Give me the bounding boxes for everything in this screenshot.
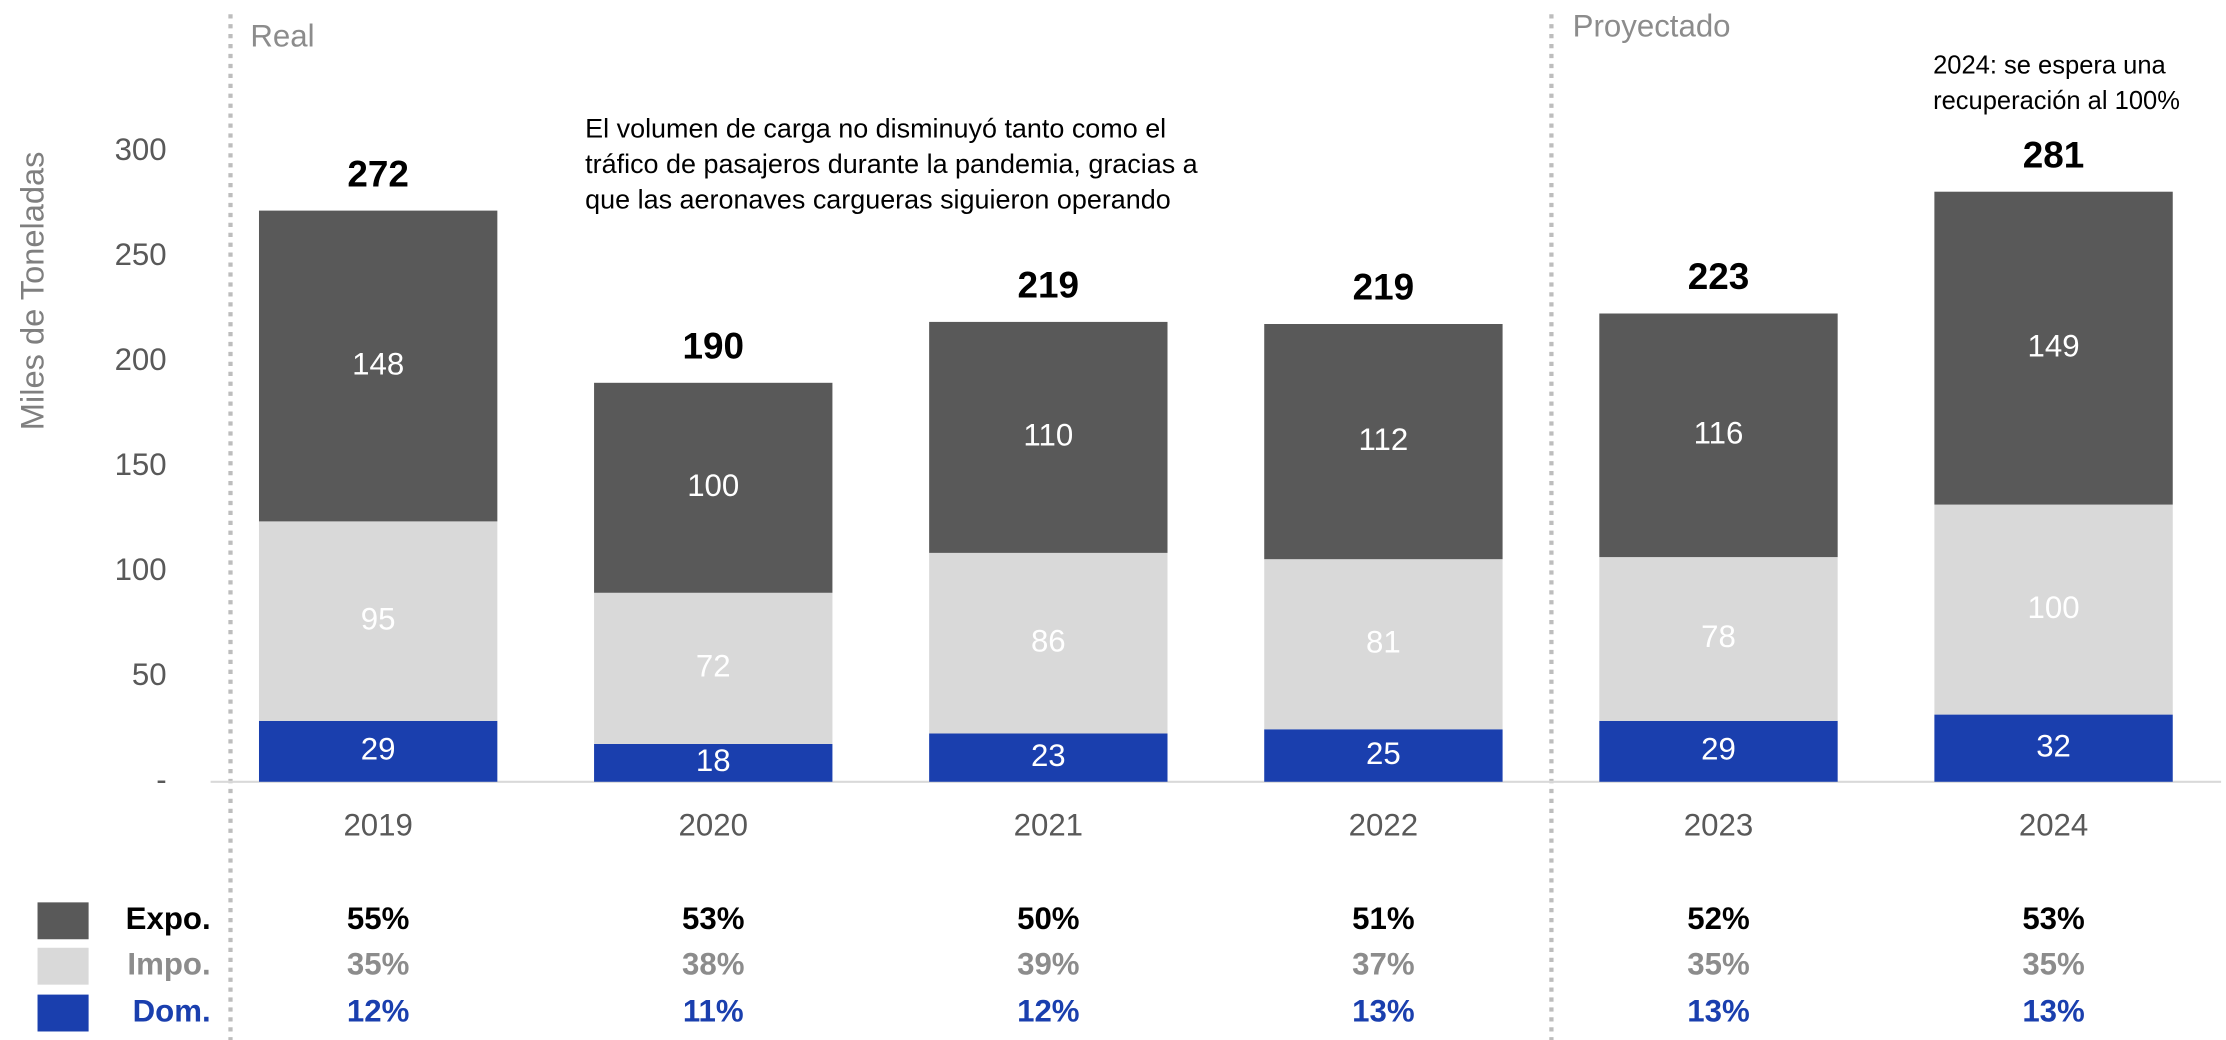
share-label: 11% [683,993,744,1028]
annotation: que las aeronaves cargueras siguieron op… [585,185,1171,215]
bar-segment [594,382,833,593]
share-label: 38% [682,946,744,981]
share-label: 53% [2022,901,2084,936]
bar-segment [929,733,1168,782]
annotation: recuperación al 100% [1933,87,2180,115]
x-tick-label: 2021 [1014,807,1083,842]
annotation: El volumen de carga no disminuyó tanto c… [585,114,1166,144]
value-label: 100 [2028,590,2080,625]
value-label: 29 [361,732,396,767]
bar-segment [1934,191,2173,505]
value-label: 72 [696,649,731,684]
bar-segment [594,743,833,782]
value-label: 110 [1023,418,1073,453]
value-label: 32 [2036,728,2071,763]
annotation: Proyectado [1573,9,1731,44]
value-label: 86 [1031,623,1066,658]
x-tick-label: 2022 [1349,807,1418,842]
share-label: 50% [1017,901,1079,936]
y-tick-label: 200 [115,342,167,377]
value-label: 116 [1694,416,1744,451]
x-tick-label: 2023 [1684,807,1753,842]
legend-swatch [37,947,89,985]
legend-label: Impo. [127,946,210,981]
share-label: 13% [1687,993,1749,1028]
share-label: 35% [347,946,409,981]
share-label: 13% [1352,993,1414,1028]
share-label: 53% [682,901,744,936]
total-label: 223 [1688,256,1750,297]
share-label: 12% [347,993,409,1028]
annotation: Real [250,19,314,54]
value-label: 78 [1701,619,1736,654]
value-label: 148 [352,346,404,381]
x-tick-label: 2020 [679,807,748,842]
annotation: tráfico de pasajeros durante la pandemia… [585,149,1197,179]
value-label: 100 [687,468,739,503]
value-label: 25 [1366,736,1401,771]
y-tick-label: 100 [115,552,167,587]
value-label: 81 [1366,624,1401,659]
y-tick-label: 150 [115,447,167,482]
bar-segment [1934,504,2173,715]
y-tick-label: 250 [115,237,167,272]
share-label: 35% [1687,946,1749,981]
bar-segment [1264,729,1503,782]
share-label: 52% [1687,901,1749,936]
legend-label: Expo. [126,901,211,936]
bar-segment [1264,324,1503,560]
y-tick-label: 50 [132,657,167,692]
bar-segment [1934,714,2173,782]
bar-segment [594,592,833,744]
share-label: 35% [2022,946,2084,981]
share-label: 12% [1017,993,1079,1028]
share-label: 37% [1352,946,1414,981]
bar-segment [929,552,1168,734]
total-label: 219 [1353,267,1415,308]
share-label: 55% [347,901,409,936]
legend-swatch [37,902,89,940]
total-label: 219 [1018,265,1080,306]
share-label: 39% [1017,946,1079,981]
value-label: 149 [2028,328,2080,363]
total-label: 272 [347,153,409,194]
annotation: 2024: se espera una [1933,51,2166,79]
x-tick-label: 2019 [343,807,412,842]
total-label: 190 [682,325,744,366]
bar-segment [1599,720,1838,782]
bar-segment [1599,313,1838,558]
y-tick-label: 300 [115,132,167,167]
bar-segment [1264,559,1503,730]
bar-segment [258,210,498,522]
bar-segment [929,321,1168,553]
value-label: 18 [696,743,731,778]
share-label: 13% [2022,993,2084,1028]
bar-segment [1599,557,1838,721]
value-label: 29 [1701,732,1736,767]
bar-segment [258,521,498,721]
y-axis-label: Miles de Toneladas [13,152,50,431]
total-label: 281 [2023,134,2085,175]
legend-label: Dom. [133,993,211,1028]
value-label: 23 [1031,738,1066,773]
legend-swatch [37,994,89,1032]
x-tick-label: 2024 [2019,807,2088,842]
y-tick-label: - [156,762,166,797]
value-label: 95 [361,601,396,636]
share-label: 51% [1352,901,1414,936]
bar-segment [258,720,498,782]
value-label: 112 [1359,422,1409,457]
